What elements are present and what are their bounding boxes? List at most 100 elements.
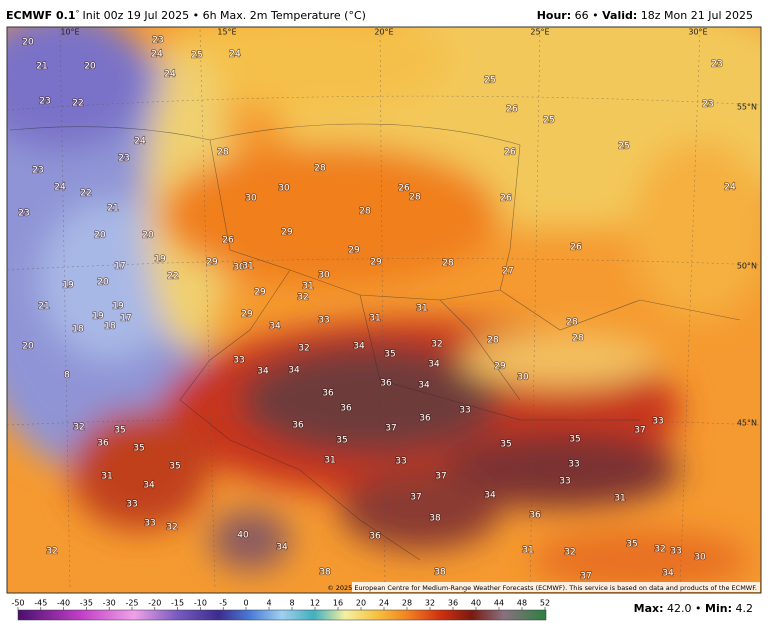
temperature-label: 33: [233, 356, 244, 366]
temperature-label: 33: [559, 477, 570, 487]
temperature-label: 35: [626, 540, 637, 550]
temperature-label: 26: [570, 243, 582, 253]
colorbar-tick-label: 12: [310, 599, 320, 608]
temperature-label: 28: [487, 336, 499, 346]
valid-label: Valid:: [602, 9, 637, 22]
colorbar-tick-label: 52: [540, 599, 550, 608]
temperature-label: 36: [97, 439, 109, 449]
temperature-label: 35: [384, 350, 395, 360]
temperature-label: 25: [618, 142, 629, 152]
temperature-label: 31: [416, 304, 427, 314]
temperature-label: 23: [32, 166, 43, 176]
temperature-label: 30: [278, 184, 290, 194]
temperature-label: 19: [154, 255, 166, 265]
temperature-label: 31: [369, 314, 380, 324]
footer: Max: 42.0 • Min: 4.2: [634, 602, 753, 615]
temperature-label: 20: [142, 231, 154, 241]
temperature-label: 28: [442, 259, 454, 269]
lon-label: 25°E: [530, 28, 549, 37]
colorbar-tick-label: 16: [333, 599, 343, 608]
temperature-label: 32: [73, 423, 84, 433]
temperature-label: 25: [484, 76, 495, 86]
temperature-label: 37: [385, 424, 396, 434]
hour-label: Hour:: [537, 9, 571, 22]
colorbar-tick-label: -45: [34, 599, 47, 608]
temperature-label: 32: [166, 523, 177, 533]
temperature-label: 19: [92, 312, 104, 322]
colorbar-tick-label: -35: [80, 599, 93, 608]
temperature-label: 28: [217, 148, 229, 158]
colorbar-tick-label: 36: [448, 599, 458, 608]
colorbar-tick-label: -5: [219, 599, 227, 608]
temperature-label: 26: [500, 194, 512, 204]
temperature-label: 28: [572, 334, 584, 344]
temperature-label: 21: [107, 204, 118, 214]
temperature-label: 33: [568, 460, 579, 470]
valid: 18z Mon 21 Jul 2025: [641, 9, 753, 22]
temperature-label: 35: [169, 462, 180, 472]
temperature-label: 23: [702, 100, 713, 110]
temperature-label: 31: [302, 282, 313, 292]
temperature-label: 22: [72, 99, 83, 109]
colorbar-tick-label: 0: [243, 599, 248, 608]
temperature-label: 32: [298, 344, 309, 354]
temperature-label: 21: [36, 62, 47, 72]
max: 42.0: [667, 602, 692, 615]
colorbar-tick-label: -25: [125, 599, 138, 608]
temperature-label: 34: [143, 481, 155, 491]
temperature-label: 34: [269, 322, 281, 332]
map: [7, 27, 761, 593]
temperature-label: 36: [292, 421, 304, 431]
temperature-label: 33: [670, 547, 681, 557]
temperature-label: 24: [164, 70, 176, 80]
colorbar-tick-label: 32: [425, 599, 435, 608]
temperature-label: 38: [429, 514, 441, 524]
temperature-label: 32: [297, 293, 308, 303]
temperature-label: 37: [580, 572, 591, 582]
temperature-label: 29: [348, 246, 360, 256]
temperature-label: 31: [101, 472, 112, 482]
header-left: ECMWF 0.1° Init 00z 19 Jul 2025 • 6h Max.…: [6, 9, 366, 23]
temperature-label: 35: [133, 444, 144, 454]
temperature-label: 35: [114, 426, 125, 436]
colorbar-tick-label: 24: [379, 599, 389, 608]
temperature-label: 26: [222, 236, 234, 246]
temperature-label: 17: [120, 314, 131, 324]
temperature-label: 34: [276, 543, 288, 553]
temperature-label: 33: [144, 519, 155, 529]
temperature-label: 38: [434, 568, 446, 578]
copyright-bg: [352, 582, 760, 592]
temperature-label: 40: [237, 531, 249, 541]
temperature-label: 29: [281, 228, 293, 238]
temperature-label: 38: [319, 568, 331, 578]
temperature-label: 26: [504, 148, 516, 158]
temperature-label: 35: [500, 440, 511, 450]
temperature-label: 30: [694, 553, 706, 563]
temperature-label: 37: [410, 493, 421, 503]
lon-label: 10°E: [60, 28, 79, 37]
min-label: Min:: [705, 602, 732, 615]
temperature-label: 8: [64, 371, 70, 381]
temperature-label: 35: [336, 436, 347, 446]
temperature-label: 24: [724, 183, 736, 193]
temperature-label: 28: [566, 318, 578, 328]
temperature-label: 37: [634, 426, 645, 436]
temperature-label: 33: [395, 457, 406, 467]
temperature-label: 36: [419, 414, 431, 424]
colorbar-tick-label: 28: [402, 599, 412, 608]
temperature-label: 35: [569, 435, 580, 445]
colorbar-tick-label: 48: [517, 599, 527, 608]
temperature-label: 34: [257, 367, 269, 377]
temperature-label: 34: [484, 491, 496, 501]
min: 4.2: [736, 602, 754, 615]
colorbar-tick-label: -50: [11, 599, 24, 608]
map-frame: [6, 26, 762, 594]
temperature-label: 34: [662, 569, 674, 579]
temperature-label: 27: [502, 267, 513, 277]
max-label: Max:: [634, 602, 664, 615]
temperature-label: 20: [94, 231, 106, 241]
temperature-label: 28: [314, 164, 326, 174]
temperature-label: 23: [711, 60, 722, 70]
temperature-label: 20: [97, 278, 109, 288]
colorbar-tick-label: 20: [356, 599, 366, 608]
